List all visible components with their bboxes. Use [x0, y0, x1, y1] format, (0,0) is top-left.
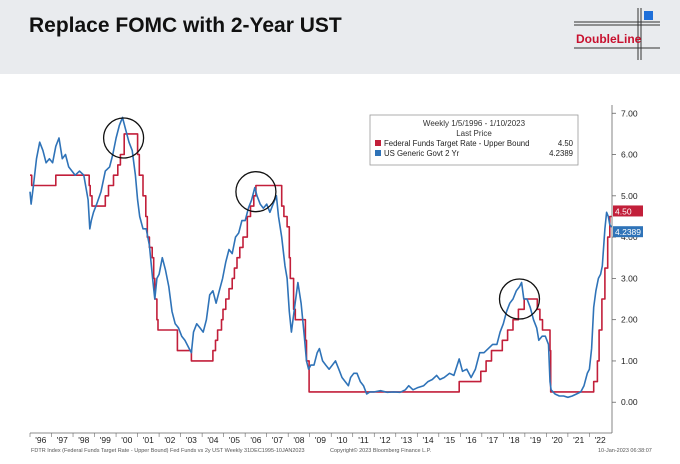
chart: 7.006.005.004.003.002.001.000.00'96'97'9… [22, 95, 662, 457]
x-tick-label: '14 [423, 435, 434, 445]
x-tick-label: '16 [466, 435, 477, 445]
series-line-0 [30, 133, 612, 393]
legend-series-value-0: 4.50 [558, 139, 574, 148]
x-tick-label: '00 [121, 435, 132, 445]
annotation-circle [102, 117, 145, 159]
x-tick-label: '13 [401, 435, 412, 445]
x-tick-label: '04 [207, 435, 218, 445]
y-tick-label: 5.00 [621, 191, 638, 201]
x-tick-label: '02 [164, 435, 175, 445]
annotation-circle [498, 278, 541, 320]
footer-timestamp: 10-Jan-2023 06:38:07 [598, 448, 652, 454]
y-tick-label: 3.00 [621, 273, 638, 283]
x-tick-label: '97 [57, 435, 68, 445]
x-tick-label: '22 [595, 435, 606, 445]
x-tick-label: '09 [315, 435, 326, 445]
x-tick-label: '01 [143, 435, 154, 445]
series-line-1 [29, 116, 613, 399]
y-tick-label: 7.00 [621, 108, 638, 118]
x-tick-label: '12 [379, 435, 390, 445]
header-band: Replace FOMC with 2-Year UST DoubleLine [0, 0, 680, 74]
x-tick-label: '06 [250, 435, 261, 445]
footer-source: FDTR Index (Federal Funds Target Rate - … [31, 448, 305, 454]
brand-name: DoubleLine [576, 32, 642, 46]
x-tick-label: '05 [229, 435, 240, 445]
annotation-circle [235, 171, 277, 213]
footer-copyright: Copyright© 2023 Bloomberg Finance L.P. [330, 448, 432, 454]
x-tick-label: '08 [293, 435, 304, 445]
x-tick-label: '07 [272, 435, 283, 445]
x-tick-label: '98 [78, 435, 89, 445]
page-title: Replace FOMC with 2-Year UST [29, 14, 342, 37]
x-tick-label: '18 [509, 435, 520, 445]
logo-square [644, 11, 653, 20]
legend-title: Weekly 1/5/1996 - 1/10/2023 [423, 119, 526, 128]
x-tick-label: '15 [444, 435, 455, 445]
chart-svg: 7.006.005.004.003.002.001.000.00'96'97'9… [29, 105, 643, 445]
x-tick-label: '99 [100, 435, 111, 445]
legend-series-name-0: Federal Funds Target Rate - Upper Bound [384, 139, 529, 148]
x-tick-label: '17 [487, 435, 498, 445]
x-tick-label: '96 [35, 435, 46, 445]
last-value-label-0: 4.50 [615, 206, 632, 216]
x-tick-label: '10 [336, 435, 347, 445]
x-tick-label: '19 [530, 435, 541, 445]
y-tick-label: 0.00 [621, 397, 638, 407]
last-value-tag-0 [613, 205, 643, 217]
doubleline-logo-mark [574, 8, 660, 60]
y-tick-label: 6.00 [621, 150, 638, 160]
x-tick-label: '20 [552, 435, 563, 445]
legend-swatch-1 [375, 150, 381, 156]
x-tick-label: '03 [186, 435, 197, 445]
legend-subtitle: Last Price [456, 129, 492, 138]
last-value-tag-1 [613, 226, 643, 238]
legend-series-value-1: 4.2389 [549, 149, 573, 158]
last-value-label-1: 4.2389 [615, 227, 641, 237]
legend-series-name-1: US Generic Govt 2 Yr [384, 149, 460, 158]
legend-swatch-0 [375, 140, 381, 146]
x-tick-label: '11 [358, 435, 369, 445]
legend-box [369, 114, 579, 166]
y-tick-label: 2.00 [621, 315, 638, 325]
x-tick-label: '21 [573, 435, 584, 445]
y-tick-label: 1.00 [621, 356, 638, 366]
